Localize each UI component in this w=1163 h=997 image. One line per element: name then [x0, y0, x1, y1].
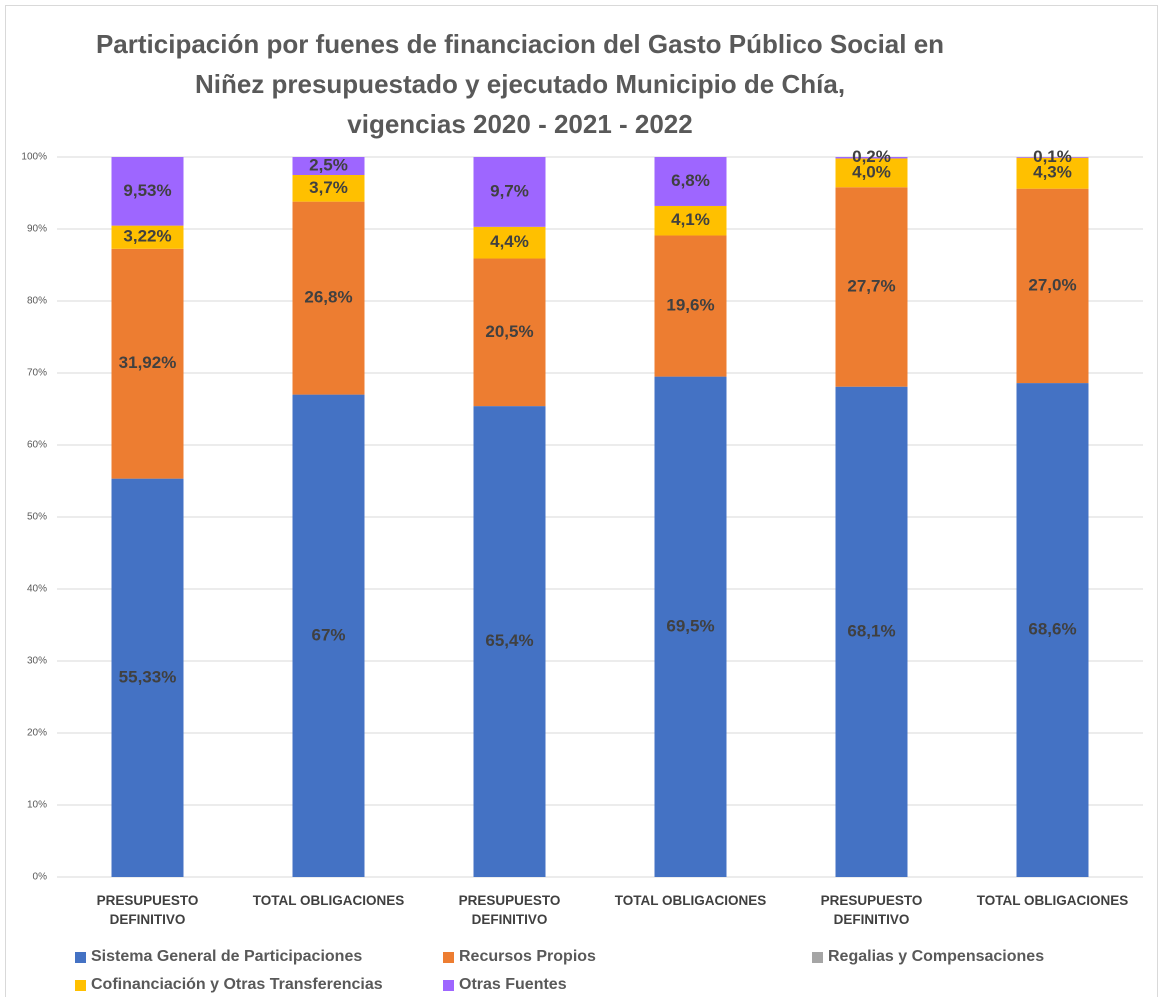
data-label: 4,1% — [671, 210, 710, 229]
data-label: 4,3% — [1033, 163, 1072, 182]
data-label: 9,53% — [123, 181, 171, 200]
data-label: 55,33% — [119, 667, 177, 686]
chart-title: Participación por fuenes de financiacion… — [96, 29, 944, 59]
data-label: 3,7% — [309, 178, 348, 197]
bar-segment — [292, 157, 365, 175]
y-tick-label: 70% — [27, 368, 47, 379]
legend-label: Otras Fuentes — [459, 976, 567, 993]
y-tick-label: 40% — [27, 584, 47, 595]
legend-item: Regalias y Compensaciones — [812, 948, 1044, 966]
chart-title: vigencias 2020 - 2021 - 2022 — [347, 109, 692, 139]
data-label: 67% — [311, 625, 345, 644]
data-label: 6,8% — [671, 171, 710, 190]
data-label: 68,6% — [1028, 620, 1076, 639]
data-label: 3,22% — [123, 227, 171, 246]
x-tick-label: PRESUPUESTO DEFINITIVO — [96, 893, 199, 927]
legend-label: Regalias y Compensaciones — [828, 948, 1045, 965]
bar-segment — [835, 158, 908, 188]
x-tick-label: TOTAL OBLIGACIONES — [252, 893, 405, 908]
bar-segment — [835, 157, 908, 159]
legend-swatch — [443, 979, 454, 991]
data-label: 0,1% — [1033, 147, 1072, 166]
data-label: 68,1% — [847, 621, 895, 640]
data-label: 0,2% — [852, 147, 891, 166]
data-label: 27,0% — [1028, 275, 1076, 294]
bar-segment — [654, 235, 727, 377]
data-label: 9,7% — [490, 181, 529, 200]
legend-swatch — [812, 951, 823, 963]
legend-label: Recursos Propios — [459, 948, 596, 965]
bar-segment — [111, 248, 184, 479]
legend-swatch — [443, 951, 454, 963]
x-tick-label: PRESUPUESTO DEFINITIVO — [458, 893, 561, 927]
bar-segment — [1016, 188, 1089, 384]
y-tick-label: 50% — [27, 512, 47, 523]
data-label: 27,7% — [847, 276, 895, 295]
x-tick-label: PRESUPUESTO DEFINITIVO — [820, 893, 923, 927]
y-tick-label: 20% — [27, 728, 47, 739]
bar-segment — [111, 478, 184, 877]
data-label: 31,92% — [119, 353, 177, 372]
x-tick-label: TOTAL OBLIGACIONES — [976, 893, 1129, 908]
data-label: 26,8% — [304, 288, 352, 307]
y-tick-label: 60% — [27, 440, 47, 451]
legend-item: Otras Fuentes — [443, 976, 567, 994]
bar-segment — [1016, 157, 1089, 158]
data-label: 4,0% — [852, 162, 891, 181]
bar-segment — [654, 205, 727, 236]
data-label: 69,5% — [666, 616, 714, 635]
bar-segment — [292, 201, 365, 395]
legend-item: Cofinanciación y Otras Transferencias — [75, 976, 383, 994]
data-label: 2,5% — [309, 155, 348, 174]
legend-label: Cofinanciación y Otras Transferencias — [91, 976, 383, 993]
chart-title: Niñez presupuestado y ejecutado Municipi… — [195, 69, 845, 99]
y-tick-label: 0% — [33, 872, 48, 883]
legend-item: Recursos Propios — [443, 948, 596, 966]
chart-border — [5, 5, 1158, 997]
bar-segment — [835, 187, 908, 387]
bar-segment — [1016, 383, 1089, 877]
bar-segment — [654, 157, 727, 206]
bar-segment — [473, 157, 546, 227]
legend-item: Sistema General de Participaciones — [75, 948, 362, 966]
bar-segment — [473, 406, 546, 877]
bar-segment — [654, 376, 727, 877]
bar-segment — [835, 386, 908, 877]
y-tick-label: 10% — [27, 800, 47, 811]
legend-label: Sistema General de Participaciones — [91, 948, 363, 965]
y-tick-label: 90% — [27, 224, 47, 235]
bar-segment — [473, 226, 546, 259]
bar-segment — [111, 157, 184, 226]
y-tick-label: 100% — [21, 152, 47, 163]
data-label: 4,4% — [490, 232, 529, 251]
bar-segment — [292, 175, 365, 202]
data-label: 19,6% — [666, 296, 714, 315]
bar-segment — [292, 394, 365, 877]
bar-segment — [1016, 157, 1089, 189]
bar-segment — [111, 225, 184, 249]
legend-swatch — [75, 979, 86, 991]
legend-swatch — [75, 951, 86, 963]
x-tick-label: TOTAL OBLIGACIONES — [614, 893, 767, 908]
y-tick-label: 80% — [27, 296, 47, 307]
bar-segment — [473, 258, 546, 407]
y-tick-label: 30% — [27, 656, 47, 667]
data-label: 20,5% — [485, 322, 533, 341]
data-label: 65,4% — [485, 631, 533, 650]
